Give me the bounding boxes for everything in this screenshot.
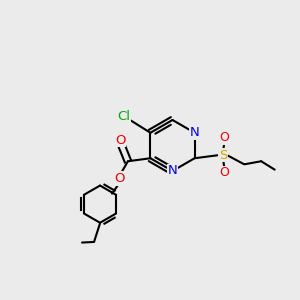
Text: O: O — [115, 134, 126, 147]
Text: O: O — [220, 131, 230, 144]
Text: O: O — [220, 166, 230, 179]
Text: N: N — [190, 126, 200, 139]
Text: Cl: Cl — [117, 110, 130, 123]
Text: S: S — [219, 149, 227, 162]
Text: N: N — [168, 164, 177, 178]
Text: O: O — [114, 172, 125, 185]
